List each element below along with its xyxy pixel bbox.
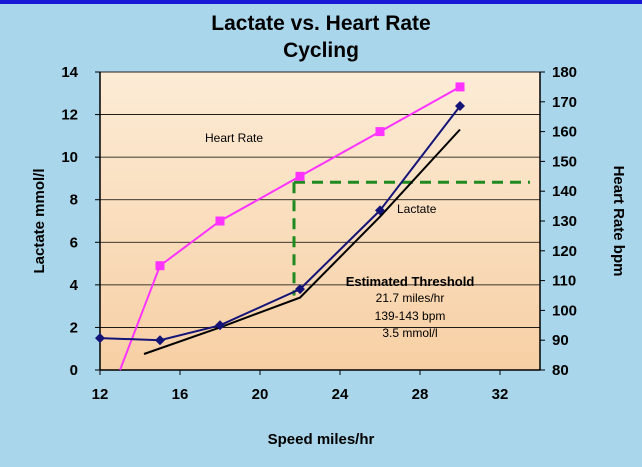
y-right-tick-label: 90 [552,332,569,349]
heart-rate-line [119,86,461,371]
threshold-label-line-2: 21.7 miles/hr [376,291,445,305]
heart-rate-annotation: Heart Rate [205,131,263,145]
plot-area [99,71,541,371]
y-left-tick-label: 4 [70,277,79,294]
y-left-tick-label: 2 [70,319,78,336]
y-right-tick-label: 80 [552,362,569,379]
y-right-tick-label: 130 [552,213,577,230]
lactate-point [295,284,305,295]
y-left-tick-label: 12 [61,107,78,124]
heart-rate-point [215,216,225,226]
lactate-point [215,320,225,331]
x-axis-ticks: 12 16 20 24 28 32 [92,370,509,403]
y-right-tick-label: 180 [552,64,577,81]
x-tick-label: 12 [92,386,109,403]
y-left-tick-label: 10 [61,149,78,166]
series-layer [95,82,530,371]
heart-rate-point [295,171,305,181]
y-right-tick-label: 120 [552,243,577,260]
lactate-line [99,105,461,342]
y-left-axis-label: Lactate mmol/l [31,168,48,273]
lactate-annotation: Lactate [397,202,437,216]
heart-rate-point [455,82,465,92]
y-left-tick-label: 8 [70,192,78,209]
x-axis-label: Speed miles/hr [268,431,375,448]
y-left-tick-label: 6 [70,234,78,251]
lactate-trendline [143,128,461,355]
y-left-axis-ticks: 0 2 4 6 8 10 12 14 [61,64,100,379]
x-tick-label: 20 [252,386,269,403]
threshold-label-line-1: Estimated Threshold [346,274,475,289]
y-right-axis-label: Heart Rate bpm [610,166,627,277]
threshold-label-line-4: 3.5 mmol/l [382,326,437,340]
y-left-tick-label: 0 [70,362,78,379]
y-right-tick-label: 170 [552,94,577,111]
lactate-point [155,335,165,346]
threshold-label-line-3: 139-143 bpm [375,309,446,323]
x-tick-label: 24 [332,386,349,403]
chart-title: Lactate vs. Heart Rate [211,12,430,35]
lactate-point [95,333,105,344]
x-tick-label: 28 [412,386,429,403]
heart-rate-point [155,261,165,271]
y-right-tick-label: 150 [552,153,577,170]
lactate-point [375,205,385,216]
x-tick-label: 16 [172,386,189,403]
chart-subtitle: Cycling [283,39,359,62]
y-right-tick-label: 100 [552,302,577,319]
gridlines [100,71,540,328]
y-right-tick-label: 110 [552,273,576,290]
y-right-axis-ticks: 80 90 100 110 120 130 140 150 160 170 180 [540,64,577,379]
x-tick-label: 32 [492,386,509,403]
y-right-tick-label: 160 [552,124,577,141]
y-right-tick-label: 140 [552,183,577,200]
y-left-tick-label: 14 [61,64,78,81]
lactate-point [455,101,465,112]
top-border-bar [0,0,642,4]
heart-rate-point [375,127,385,137]
